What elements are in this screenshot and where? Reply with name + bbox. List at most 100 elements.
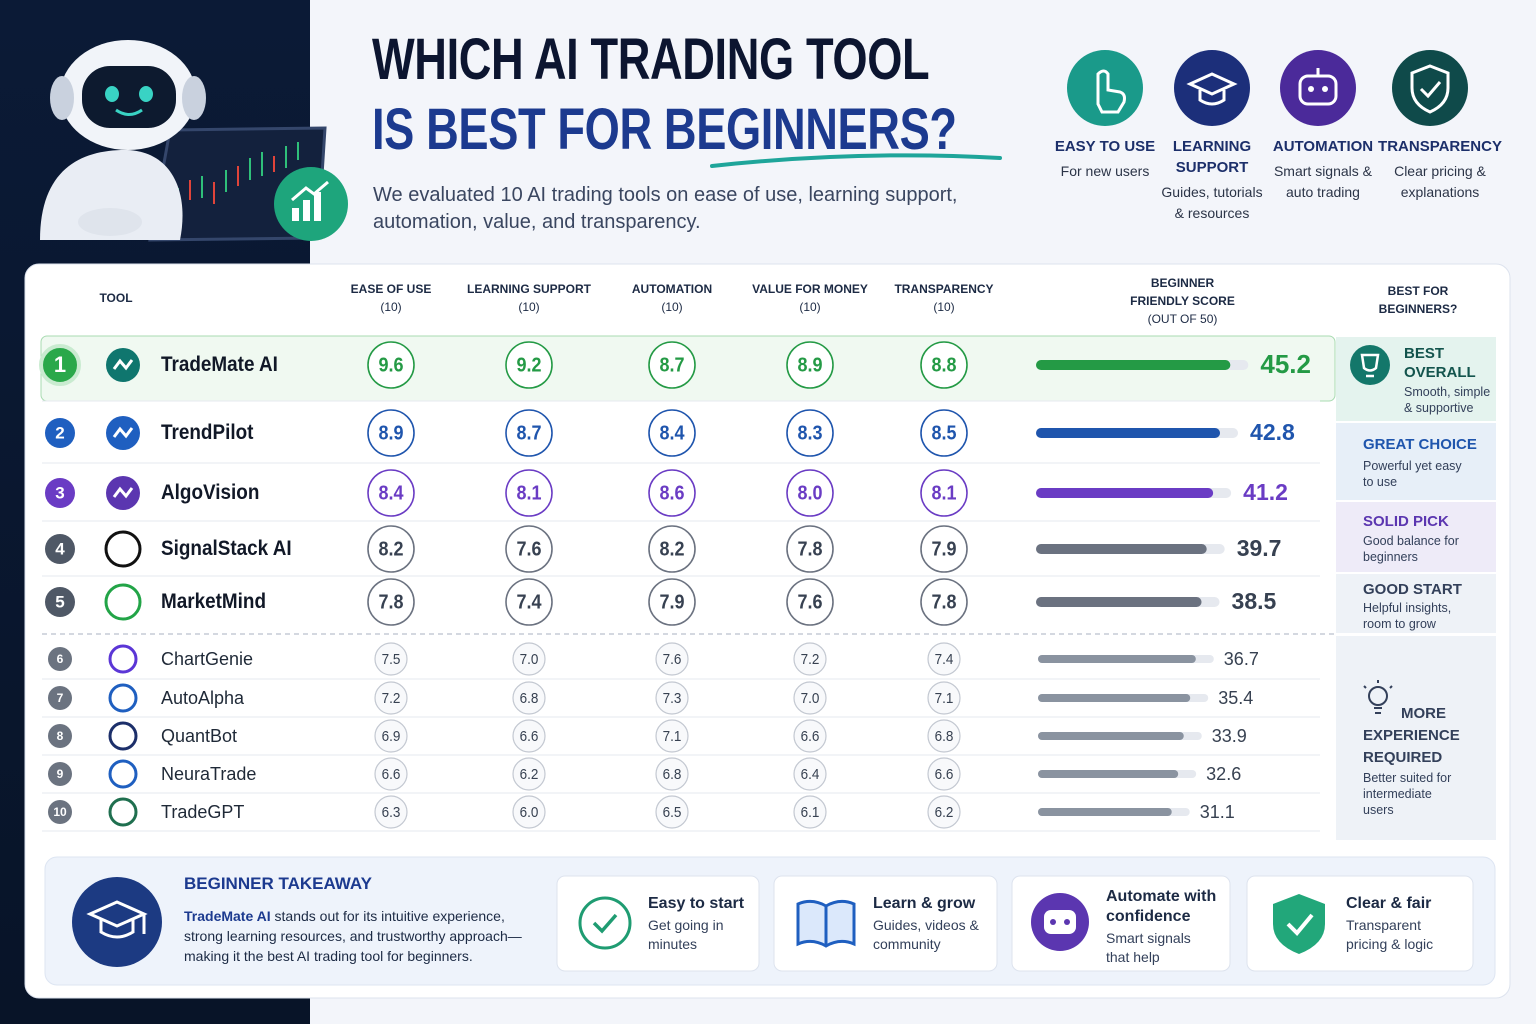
- takeaway-text: TradeMate AI stands out for its intuitiv…: [184, 906, 544, 966]
- column-header-sub: (10): [518, 300, 540, 314]
- score-header: BEGINNER FRIENDLY SCORE (OUT OF 50): [1120, 274, 1245, 328]
- tool-name: AutoAlpha: [161, 688, 245, 708]
- score-circle: [920, 409, 968, 457]
- verdict-title: MORE EXPERIENCE REQUIRED: [1363, 705, 1460, 766]
- takeaway-icon: [72, 877, 162, 967]
- score-circle: [505, 409, 553, 457]
- verdict-panel: [1336, 502, 1496, 572]
- book-icon: [796, 899, 856, 948]
- score-circle: [655, 681, 689, 715]
- score-bar: [1038, 694, 1191, 702]
- score: 9.2: [516, 354, 541, 376]
- tool-icon-glyph: [112, 358, 134, 371]
- total-score: 35.4: [1218, 688, 1253, 708]
- score-circle: [648, 409, 696, 457]
- score-circle: [374, 757, 408, 791]
- criterion-title: EASY TO USE: [1054, 138, 1156, 155]
- score: 7.8: [931, 591, 956, 613]
- verdict-title: GREAT CHOICE: [1363, 436, 1477, 453]
- score-bar: [1038, 808, 1172, 816]
- score: 7.8: [797, 538, 822, 560]
- bulb-icon: [1363, 680, 1393, 714]
- trophy-icon: [1350, 345, 1390, 385]
- tool-name: TradeGPT: [161, 802, 245, 822]
- score: 6.8: [663, 766, 682, 783]
- robot-illustration: [40, 40, 348, 242]
- score: 8.2: [378, 538, 403, 560]
- takeaway-highlight: TradeMate AI: [184, 908, 271, 924]
- verdict-title: BEST OVERALL: [1404, 345, 1476, 381]
- score-circle: [920, 469, 968, 517]
- score-circle: [927, 757, 961, 791]
- total-score: 32.6: [1206, 764, 1241, 784]
- column-header: EASE OF USE: [350, 282, 432, 296]
- score-circle: [920, 525, 968, 573]
- score: 6.8: [935, 728, 954, 745]
- score-circle: [793, 757, 827, 791]
- rank-badge: [45, 587, 75, 617]
- verdict-header: BEST FOR BEGINNERS?: [1378, 284, 1458, 316]
- score: 6.6: [382, 766, 401, 783]
- column-header: LEARNING SUPPORT: [466, 282, 591, 296]
- score-circle: [374, 681, 408, 715]
- score-circle: [648, 578, 696, 626]
- total-score: 41.2: [1243, 479, 1288, 505]
- card-title: Learn & grow: [873, 895, 976, 912]
- criterion-title: TRANSPARENCY: [1378, 138, 1502, 155]
- title-line-1: WHICH AI TRADING TOOL: [372, 27, 930, 92]
- tool-icon-glyph: [112, 426, 134, 439]
- score: 7.4: [516, 591, 541, 613]
- score: 7.1: [663, 728, 682, 745]
- card-text: Guides, videos & community: [873, 917, 979, 952]
- score-circle: [367, 341, 415, 389]
- check-glyph: [592, 913, 618, 934]
- total-score: 45.2: [1260, 349, 1311, 379]
- rank-number: 5: [55, 592, 64, 611]
- criterion-text: Smart signals & auto trading: [1273, 163, 1373, 200]
- tool-name: TradeMate AI: [161, 353, 278, 376]
- score: 8.1: [931, 482, 956, 504]
- tool-icon-glyph: [112, 486, 134, 499]
- score: 6.5: [663, 804, 682, 821]
- tool-name: MarketMind: [161, 590, 267, 613]
- tool-name: QuantBot: [161, 726, 238, 746]
- score: 6.2: [935, 804, 954, 821]
- score: 8.9: [797, 354, 822, 376]
- column-header-sub: (10): [933, 300, 955, 314]
- verdict-text: Powerful yet easy to use: [1363, 459, 1462, 489]
- score: 8.7: [659, 354, 684, 376]
- trophy-glyph: [1360, 353, 1380, 378]
- verdict-text: Good balance for beginners: [1363, 534, 1459, 564]
- score-circle: [793, 642, 827, 676]
- score: 7.2: [801, 651, 820, 668]
- card-text: Smart signals that help: [1106, 930, 1191, 965]
- card-title: Automate with confidence: [1106, 888, 1217, 925]
- score-circle: [927, 681, 961, 715]
- score-circle: [655, 795, 689, 829]
- column-header: TRANSPARENCY: [894, 282, 994, 296]
- score: 8.4: [378, 482, 403, 504]
- tool-icon: [104, 583, 142, 621]
- score: 7.2: [382, 690, 401, 707]
- criterion-text: For new users: [1060, 163, 1150, 179]
- tool-name: NeuraTrade: [161, 764, 257, 784]
- tool-icon: [104, 530, 142, 568]
- score: 8.2: [659, 538, 684, 560]
- rank-badge: [48, 762, 72, 786]
- score-bar: [1036, 428, 1221, 438]
- score-circle: [786, 469, 834, 517]
- score: 8.1: [516, 482, 541, 504]
- score: 8.9: [378, 422, 403, 444]
- score-bar: [1036, 360, 1231, 370]
- score-circle: [648, 525, 696, 573]
- score: 6.4: [801, 766, 820, 783]
- shield-icon: [1273, 894, 1325, 954]
- takeaway-body: stands out for its intuitive experience,…: [184, 908, 522, 964]
- rank-number: 9: [57, 767, 64, 781]
- rank-badge: [39, 344, 81, 386]
- score-circle: [786, 578, 834, 626]
- rank-number: 10: [53, 805, 67, 819]
- total-score: 39.7: [1237, 535, 1282, 561]
- score: 6.0: [520, 804, 539, 821]
